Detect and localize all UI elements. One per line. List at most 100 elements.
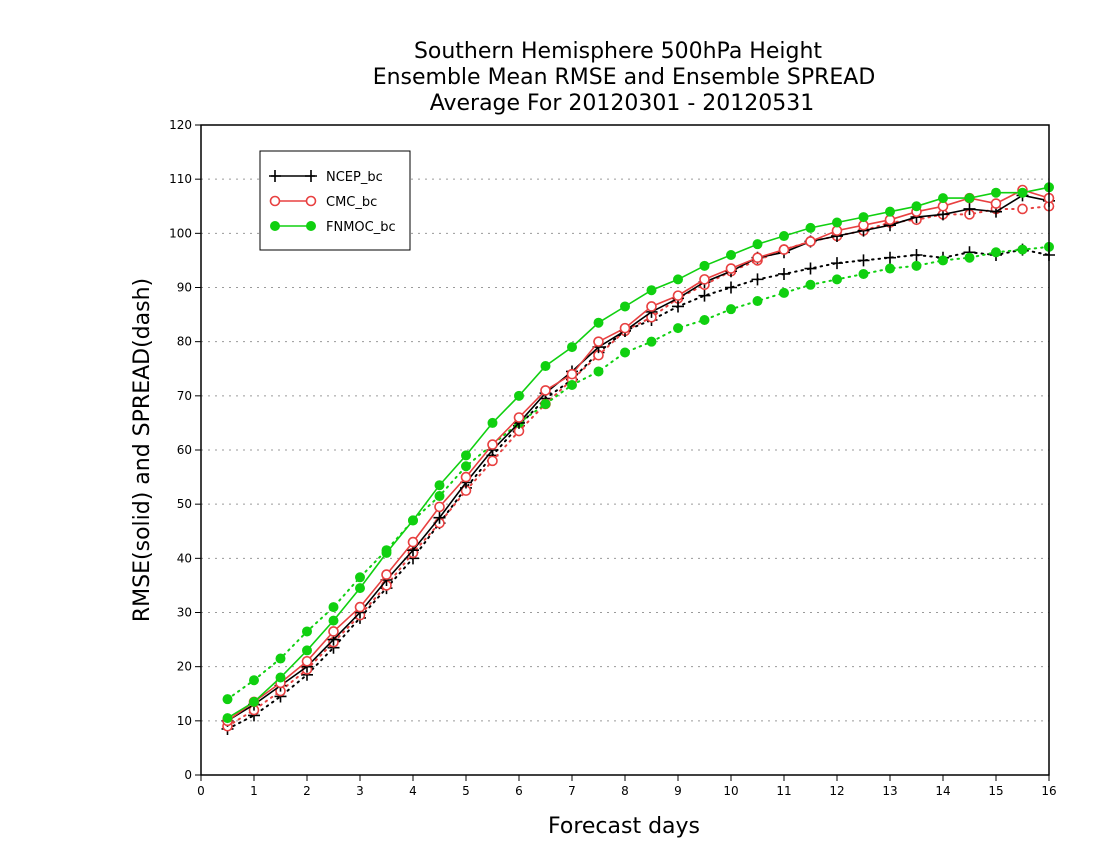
data-point-fnmoc-bc-spread xyxy=(885,263,895,274)
y-axis-title: RMSE(solid) and SPREAD(dash) xyxy=(130,278,155,622)
data-point-cmc-bc-rmse xyxy=(725,263,737,274)
data-point-fnmoc-bc-spread xyxy=(355,572,365,583)
legend-label-ncep-bc: NCEP_bc xyxy=(326,170,383,185)
chart-title-line-1: Southern Hemisphere 500hPa Height xyxy=(414,39,822,64)
data-point-ncep-bc-spread xyxy=(857,254,870,267)
x-tick-label: 3 xyxy=(356,784,364,798)
data-point-fnmoc-bc-rmse xyxy=(911,201,922,212)
data-point-cmc-bc-rmse xyxy=(434,501,445,513)
data-point-ncep-bc-spread xyxy=(884,251,896,264)
series-layer xyxy=(221,182,1055,735)
data-point-fnmoc-bc-spread xyxy=(805,279,816,290)
data-point-cmc-bc-rmse xyxy=(593,336,604,347)
data-point-fnmoc-bc-spread xyxy=(461,461,471,472)
series-line-cmc-bc-rmse xyxy=(227,189,1050,722)
data-point-fnmoc-bc-rmse xyxy=(355,583,365,594)
data-point-fnmoc-bc-spread xyxy=(222,694,233,705)
y-tick-label: 90 xyxy=(177,281,192,295)
data-point-fnmoc-bc-spread xyxy=(911,260,922,271)
y-tick-label: 40 xyxy=(177,551,192,565)
data-point-fnmoc-bc-rmse xyxy=(726,250,736,260)
data-point-fnmoc-bc-spread xyxy=(1017,244,1028,255)
data-point-fnmoc-bc-rmse xyxy=(938,193,948,204)
x-tick-label: 13 xyxy=(882,784,897,798)
data-point-cmc-bc-rmse xyxy=(301,655,313,667)
chart-title: Southern Hemisphere 500hPa Height Ensemb… xyxy=(373,39,876,116)
data-point-fnmoc-bc-rmse xyxy=(408,515,418,526)
data-point-ncep-bc-rmse xyxy=(433,511,446,524)
legend-marker-ncep-bc xyxy=(269,170,281,182)
data-point-fnmoc-bc-spread xyxy=(726,304,736,315)
data-point-fnmoc-bc-spread xyxy=(567,380,577,390)
x-tick-label: 11 xyxy=(776,784,791,798)
series-cmc-bc-spread xyxy=(222,200,1055,732)
data-point-cmc-bc-rmse xyxy=(752,252,763,264)
data-point-fnmoc-bc-rmse xyxy=(540,361,551,372)
y-tick-label: 10 xyxy=(177,714,192,728)
data-point-fnmoc-bc-rmse xyxy=(567,342,577,353)
data-point-cmc-bc-rmse xyxy=(646,301,657,312)
legend-marker-fnmoc-bc xyxy=(306,221,316,231)
data-point-fnmoc-bc-rmse xyxy=(275,672,286,683)
data-point-fnmoc-bc-rmse xyxy=(1017,187,1028,198)
series-line-fnmoc-bc-rmse xyxy=(227,186,1050,719)
data-point-fnmoc-bc-spread xyxy=(328,602,339,613)
data-point-fnmoc-bc-rmse xyxy=(434,480,445,491)
series-fnmoc-bc-spread xyxy=(222,241,1054,705)
x-tick-label: 9 xyxy=(674,784,682,798)
legend-label-cmc-bc: CMC_bc xyxy=(326,195,377,210)
data-point-fnmoc-bc-spread xyxy=(593,366,604,377)
data-point-fnmoc-bc-spread xyxy=(620,347,630,358)
x-tick-label: 5 xyxy=(462,784,470,798)
data-point-cmc-bc-rmse xyxy=(990,198,1002,209)
data-point-cmc-bc-rmse xyxy=(513,412,525,423)
x-tick-label: 8 xyxy=(621,784,629,798)
y-tick-label: 20 xyxy=(177,660,192,674)
data-point-ncep-bc-spread xyxy=(910,249,923,261)
x-tick-label: 14 xyxy=(935,784,950,798)
data-point-cmc-bc-rmse xyxy=(460,471,472,483)
chart-title-line-3: Average For 20120301 - 20120531 xyxy=(430,91,815,116)
data-point-cmc-bc-spread xyxy=(487,455,498,467)
data-point-cmc-bc-rmse xyxy=(699,274,710,285)
x-tick-label: 10 xyxy=(723,784,738,798)
x-axis-title: Forecast days xyxy=(548,814,700,839)
legend: NCEP_bc CMC_bc FNMOC_bc xyxy=(259,150,411,251)
data-point-cmc-bc-rmse xyxy=(672,290,684,301)
data-point-fnmoc-bc-rmse xyxy=(514,390,524,401)
data-point-fnmoc-bc-spread xyxy=(275,653,286,664)
x-tick-label: 6 xyxy=(515,784,523,798)
data-point-fnmoc-bc-spread xyxy=(832,274,842,285)
data-point-fnmoc-bc-rmse xyxy=(381,547,392,558)
data-point-cmc-bc-rmse xyxy=(407,536,419,548)
y-tick-label: 80 xyxy=(177,335,192,349)
data-point-fnmoc-bc-spread xyxy=(938,255,948,266)
y-tick-label: 50 xyxy=(177,497,192,511)
data-point-fnmoc-bc-rmse xyxy=(487,417,498,428)
data-point-ncep-bc-spread xyxy=(831,257,843,270)
data-point-fnmoc-bc-rmse xyxy=(620,301,630,312)
data-point-cmc-bc-rmse xyxy=(487,439,498,450)
data-point-fnmoc-bc-rmse xyxy=(249,696,259,707)
data-point-cmc-bc-rmse xyxy=(805,236,816,247)
data-point-cmc-bc-spread xyxy=(1017,203,1028,215)
data-point-cmc-bc-rmse xyxy=(619,322,631,334)
data-point-fnmoc-bc-spread xyxy=(302,626,312,637)
data-point-cmc-bc-rmse xyxy=(540,385,551,396)
data-point-fnmoc-bc-rmse xyxy=(222,713,233,724)
data-point-fnmoc-bc-spread xyxy=(991,247,1001,258)
data-point-fnmoc-bc-spread xyxy=(858,268,869,279)
data-point-ncep-bc-spread xyxy=(725,281,737,294)
x-tick-label: 12 xyxy=(829,784,844,798)
legend-marker-cmc-bc xyxy=(269,195,281,207)
x-tick-label: 0 xyxy=(197,784,205,798)
x-tick-label: 2 xyxy=(303,784,311,798)
data-point-fnmoc-bc-spread xyxy=(540,398,551,409)
y-tick-label: 60 xyxy=(177,443,192,457)
x-axis: 0 1 2 3 4 5 6 7 8 9 10 11 12 13 14 15 16 xyxy=(197,775,1057,798)
data-point-fnmoc-bc-rmse xyxy=(832,217,842,228)
data-point-fnmoc-bc-spread xyxy=(249,675,259,686)
data-point-fnmoc-bc-rmse xyxy=(991,187,1001,198)
data-point-cmc-bc-rmse xyxy=(354,601,366,613)
